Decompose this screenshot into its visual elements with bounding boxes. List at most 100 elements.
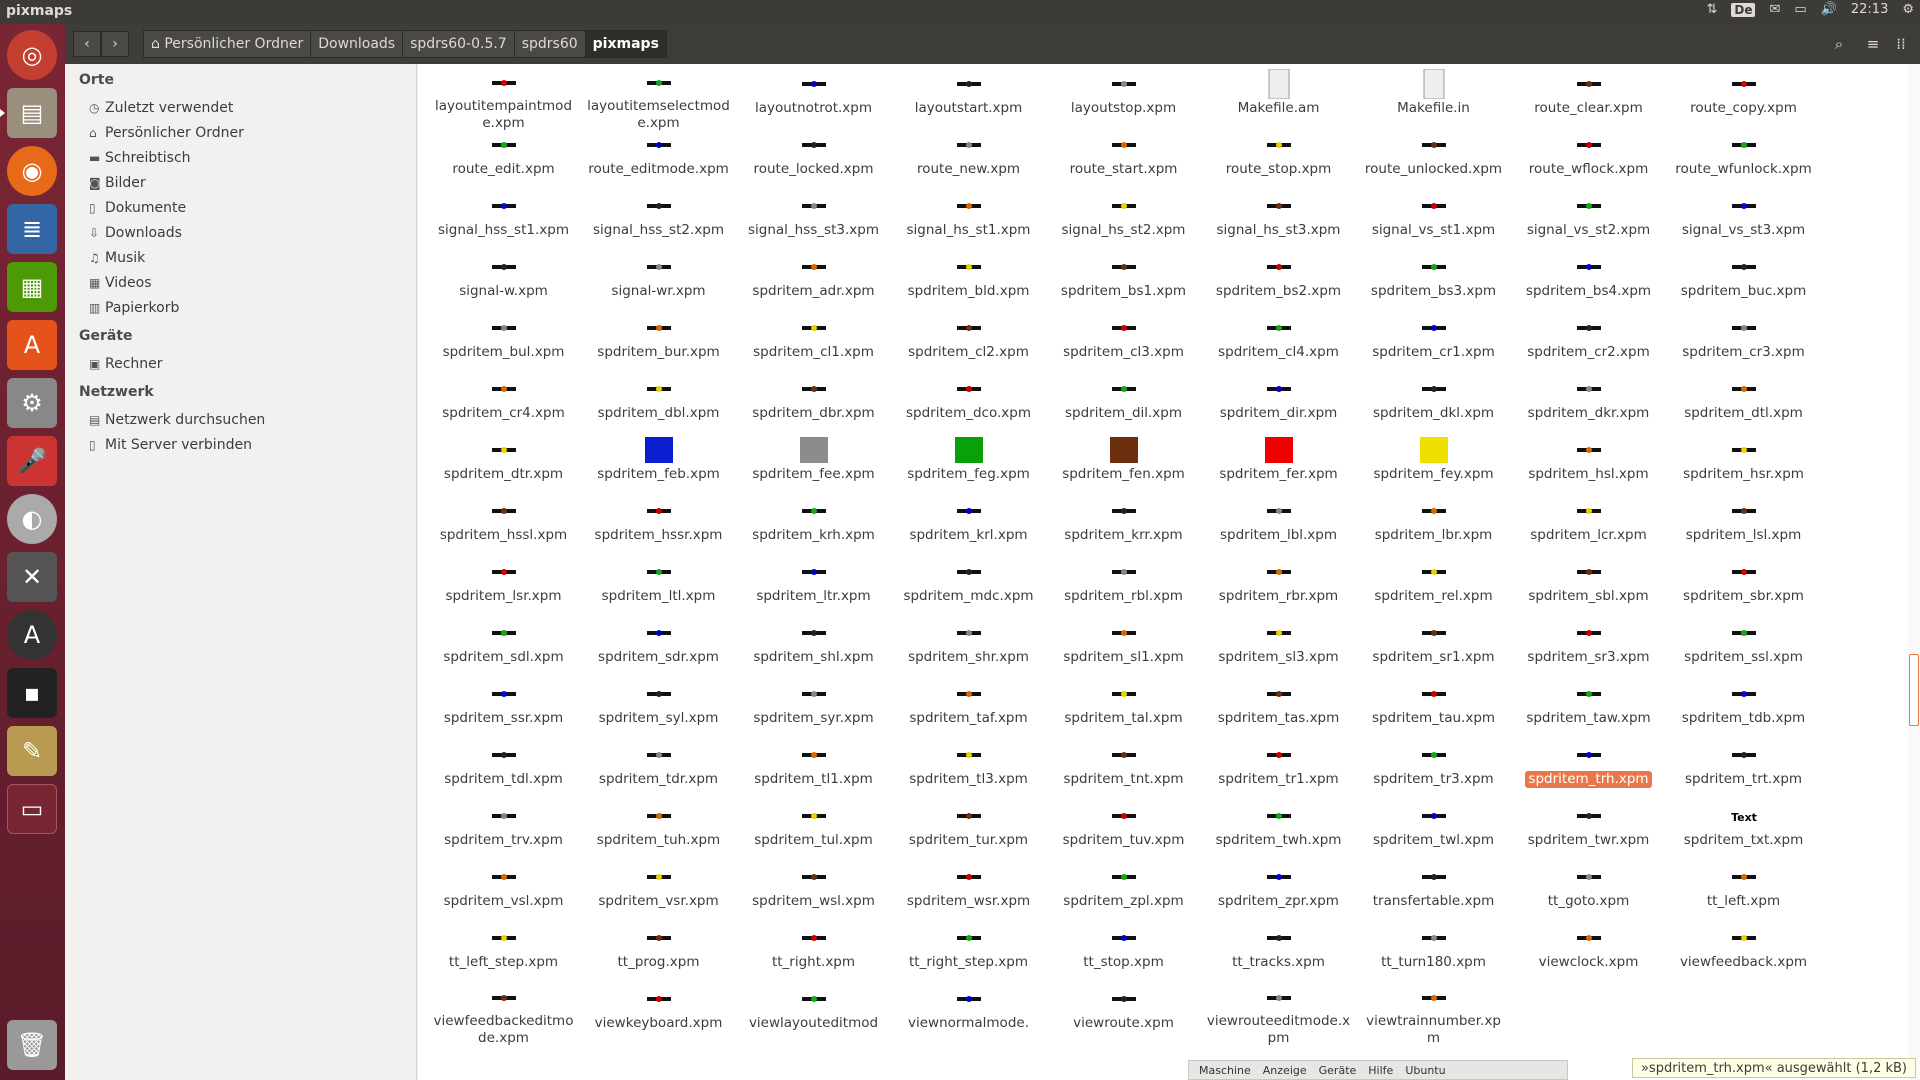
file-item[interactable]: spdritem_dtl.xpm: [1666, 373, 1821, 434]
file-item[interactable]: spdritem_shr.xpm: [891, 617, 1046, 678]
file-item[interactable]: Makefile.am: [1201, 68, 1356, 129]
file-item[interactable]: layoutitemselectmode.xpm: [581, 68, 736, 129]
file-item[interactable]: layoutstop.xpm: [1046, 68, 1201, 129]
file-item[interactable]: spdritem_rbl.xpm: [1046, 556, 1201, 617]
file-item[interactable]: tt_stop.xpm: [1046, 922, 1201, 983]
file-item[interactable]: tt_goto.xpm: [1511, 861, 1666, 922]
firefox-icon[interactable]: ◉: [7, 146, 57, 196]
breadcrumb-spdrs60-0-5-7[interactable]: spdrs60-0.5.7: [402, 30, 515, 58]
file-item[interactable]: spdritem_rel.xpm: [1356, 556, 1511, 617]
sidebar-item-downloads[interactable]: ⇩ Downloads: [89, 223, 182, 243]
breadcrumb-pixmaps[interactable]: pixmaps: [585, 30, 667, 58]
vbox-menu-item[interactable]: Maschine: [1199, 1064, 1251, 1077]
file-item[interactable]: spdritem_tl3.xpm: [891, 739, 1046, 800]
file-item[interactable]: spdritem_bur.xpm: [581, 312, 736, 373]
sidebar-item-music[interactable]: ♫ Musik: [89, 248, 145, 268]
file-item[interactable]: spdritem_lsl.xpm: [1666, 495, 1821, 556]
file-item[interactable]: spdritem_shl.xpm: [736, 617, 891, 678]
file-item[interactable]: route_editmode.xpm: [581, 129, 736, 190]
file-item[interactable]: route_clear.xpm: [1511, 68, 1666, 129]
sidebar-item-recent[interactable]: ◷ Zuletzt verwendet: [89, 98, 233, 118]
file-item[interactable]: spdritem_cr1.xpm: [1356, 312, 1511, 373]
file-item[interactable]: spdritem_buc.xpm: [1666, 251, 1821, 312]
microphone-icon[interactable]: 🎤: [7, 436, 57, 486]
file-item[interactable]: signal_hss_st1.xpm: [426, 190, 581, 251]
file-item[interactable]: spdritem_trh.xpm: [1511, 739, 1666, 800]
file-item[interactable]: spdritem_tuh.xpm: [581, 800, 736, 861]
file-item[interactable]: spdritem_tul.xpm: [736, 800, 891, 861]
file-item[interactable]: spdritem_taf.xpm: [891, 678, 1046, 739]
file-item[interactable]: spdritem_hsl.xpm: [1511, 434, 1666, 495]
file-item[interactable]: spdritem_dkl.xpm: [1356, 373, 1511, 434]
file-item[interactable]: spdritem_sr3.xpm: [1511, 617, 1666, 678]
mail-icon[interactable]: ✉: [1769, 2, 1780, 17]
file-item[interactable]: spdritem_fee.xpm: [736, 434, 891, 495]
sidebar-item-computer[interactable]: ▣ Rechner: [89, 354, 163, 374]
file-item[interactable]: viewrouteeditmode.xpm: [1201, 983, 1356, 1044]
file-item[interactable]: spdritem_hssr.xpm: [581, 495, 736, 556]
file-view[interactable]: layoutitempaintmode.xpm layoutitemselectm…: [418, 64, 1920, 1080]
file-item[interactable]: signal_hs_st1.xpm: [891, 190, 1046, 251]
file-item[interactable]: spdritem_trv.xpm: [426, 800, 581, 861]
file-item[interactable]: spdritem_cr4.xpm: [426, 373, 581, 434]
calc-icon[interactable]: ▦: [7, 262, 57, 312]
file-item[interactable]: spdritem_cl4.xpm: [1201, 312, 1356, 373]
file-item[interactable]: signal_vs_st3.xpm: [1666, 190, 1821, 251]
file-item[interactable]: spdritem_vsl.xpm: [426, 861, 581, 922]
file-item[interactable]: signal_hss_st3.xpm: [736, 190, 891, 251]
file-item[interactable]: spdritem_ltr.xpm: [736, 556, 891, 617]
sidebar-item-videos[interactable]: ▦ Videos: [89, 273, 152, 293]
file-item[interactable]: spdritem_bs3.xpm: [1356, 251, 1511, 312]
file-item[interactable]: spdritem_tuv.xpm: [1046, 800, 1201, 861]
sidebar-item-pictures[interactable]: ◙ Bilder: [89, 173, 146, 193]
file-item[interactable]: spdritem_sdl.xpm: [426, 617, 581, 678]
file-item[interactable]: Text spdritem_txt.xpm: [1666, 800, 1821, 861]
file-item[interactable]: tt_left.xpm: [1666, 861, 1821, 922]
file-item[interactable]: spdritem_dil.xpm: [1046, 373, 1201, 434]
file-item[interactable]: spdritem_tr3.xpm: [1356, 739, 1511, 800]
scrollbar[interactable]: [1908, 64, 1920, 1080]
file-item[interactable]: viewfeedbackeditmode.xpm: [426, 983, 581, 1044]
file-item[interactable]: spdritem_mdc.xpm: [891, 556, 1046, 617]
file-item[interactable]: spdritem_twh.xpm: [1201, 800, 1356, 861]
clock[interactable]: 22:13: [1851, 2, 1888, 17]
file-item[interactable]: spdritem_wsl.xpm: [736, 861, 891, 922]
sidebar-item-documents[interactable]: ▯ Dokumente: [89, 198, 186, 218]
file-item[interactable]: signal-w.xpm: [426, 251, 581, 312]
search-icon[interactable]: ⌕: [1824, 31, 1854, 57]
file-item[interactable]: spdritem_trt.xpm: [1666, 739, 1821, 800]
file-item[interactable]: spdritem_ssr.xpm: [426, 678, 581, 739]
disk-icon[interactable]: ◐: [7, 494, 57, 544]
vbox-menu-item[interactable]: Hilfe: [1368, 1064, 1393, 1077]
file-item[interactable]: spdritem_tdr.xpm: [581, 739, 736, 800]
file-item[interactable]: spdritem_dtr.xpm: [426, 434, 581, 495]
file-item[interactable]: tt_turn180.xpm: [1356, 922, 1511, 983]
updater-icon[interactable]: A: [7, 610, 57, 660]
file-item[interactable]: spdritem_tdl.xpm: [426, 739, 581, 800]
file-item[interactable]: spdritem_dco.xpm: [891, 373, 1046, 434]
file-item[interactable]: spdritem_syl.xpm: [581, 678, 736, 739]
vbox-menu-item[interactable]: Ubuntu: [1405, 1064, 1445, 1077]
volume-icon[interactable]: 🔊: [1821, 2, 1837, 17]
file-item[interactable]: spdritem_vsr.xpm: [581, 861, 736, 922]
list-view-icon[interactable]: ≡: [1858, 31, 1888, 57]
network-icon[interactable]: ⇅: [1706, 2, 1717, 17]
file-item[interactable]: route_new.xpm: [891, 129, 1046, 190]
file-item[interactable]: viewroute.xpm: [1046, 983, 1201, 1044]
file-item[interactable]: route_start.xpm: [1046, 129, 1201, 190]
file-item[interactable]: spdritem_dkr.xpm: [1511, 373, 1666, 434]
file-item[interactable]: viewfeedback.xpm: [1666, 922, 1821, 983]
file-item[interactable]: spdritem_feg.xpm: [891, 434, 1046, 495]
file-item[interactable]: spdritem_bs4.xpm: [1511, 251, 1666, 312]
file-item[interactable]: spdritem_bld.xpm: [891, 251, 1046, 312]
file-item[interactable]: spdritem_zpl.xpm: [1046, 861, 1201, 922]
file-item[interactable]: spdritem_tur.xpm: [891, 800, 1046, 861]
file-item[interactable]: spdritem_fer.xpm: [1201, 434, 1356, 495]
software-center-icon[interactable]: A: [7, 320, 57, 370]
file-item[interactable]: spdritem_tnt.xpm: [1046, 739, 1201, 800]
file-item[interactable]: spdritem_lcr.xpm: [1511, 495, 1666, 556]
file-item[interactable]: spdritem_tl1.xpm: [736, 739, 891, 800]
file-item[interactable]: spdritem_dbr.xpm: [736, 373, 891, 434]
file-item[interactable]: spdritem_sr1.xpm: [1356, 617, 1511, 678]
file-item[interactable]: tt_right.xpm: [736, 922, 891, 983]
